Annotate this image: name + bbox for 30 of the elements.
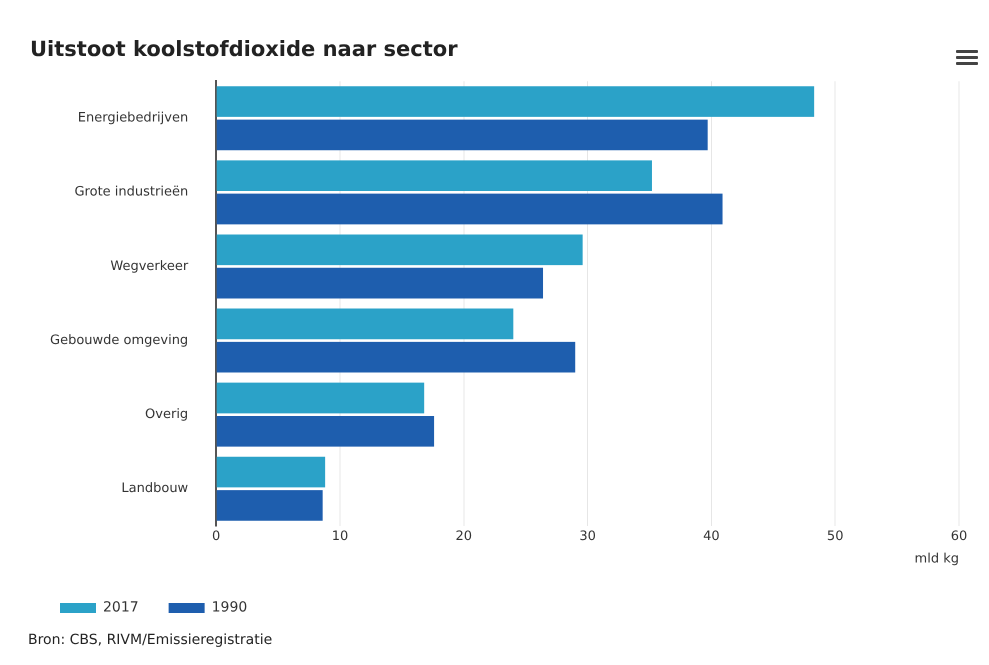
x-tick-label: 0 — [212, 528, 220, 544]
x-tick-label: 30 — [579, 528, 596, 544]
bar — [216, 490, 323, 521]
y-tick-label: Grote industrieën — [74, 184, 188, 200]
y-tick-label: Landbouw — [121, 481, 189, 496]
x-tick-label: 60 — [950, 528, 968, 544]
bar — [216, 234, 583, 266]
x-axis-title: mld kg — [914, 552, 959, 567]
chart-title: Uitstoot koolstofdioxide naar sector — [30, 37, 458, 62]
bar — [216, 120, 708, 150]
bar — [216, 342, 576, 373]
bar — [216, 308, 514, 340]
legend-label: 2017 — [103, 600, 139, 616]
legend-label: 1990 — [212, 600, 248, 616]
y-tick-label: Wegverkeer — [110, 258, 189, 274]
x-tick-label: 10 — [332, 528, 348, 544]
x-tick-label: 20 — [456, 528, 472, 544]
bar — [216, 456, 326, 488]
y-tick-label: Overig — [145, 407, 188, 422]
bar — [216, 268, 544, 298]
text: Bron: CBS, RIVM/Emissieregistratie — [28, 632, 272, 648]
bar — [216, 160, 652, 192]
bar — [216, 416, 434, 447]
y-tick-label: Gebouwde omgeving — [50, 332, 188, 348]
bar — [216, 194, 723, 224]
bar — [216, 86, 814, 117]
y-tick-label: Energiebedrijven — [78, 110, 188, 126]
x-tick-label: 40 — [703, 528, 720, 544]
bar — [216, 382, 424, 414]
x-tick-label: 50 — [826, 528, 844, 544]
